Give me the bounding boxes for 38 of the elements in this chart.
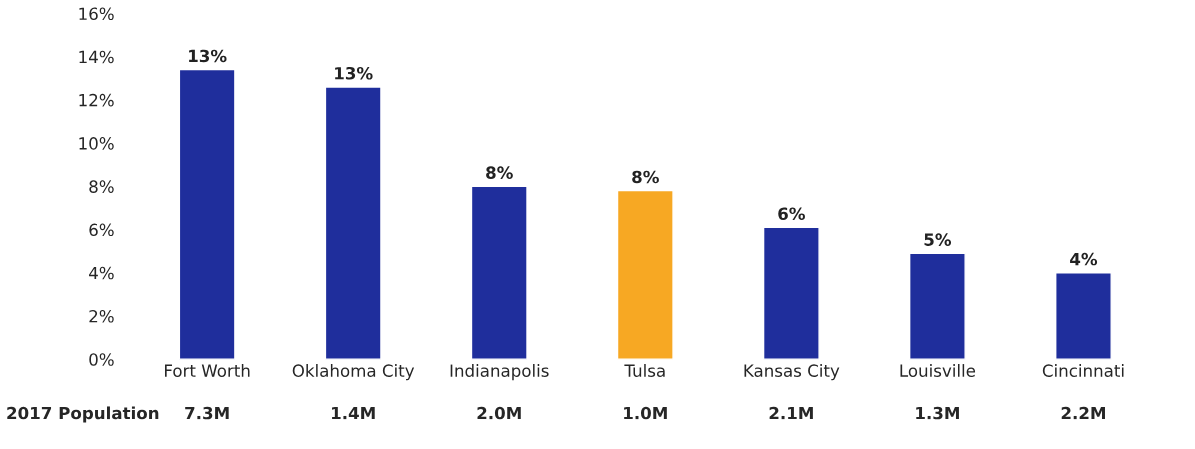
x-tick-label: Louisville	[900, 364, 976, 377]
x-tick-label: Cincinnati	[1042, 364, 1124, 377]
data-label: 5%	[924, 233, 952, 246]
x-tick-label: Kansas City	[744, 364, 840, 381]
bar	[762, 226, 820, 360]
text: 1.3M	[916, 406, 959, 420]
y-tick-label: 4%	[89, 266, 114, 280]
y-tick-label: 0%	[89, 353, 114, 366]
text: 2.0M	[477, 406, 521, 420]
data-label: 6%	[778, 207, 805, 220]
bar	[616, 189, 674, 360]
text: 2.2M	[1061, 406, 1105, 420]
text: 2.1M	[769, 406, 813, 420]
y-tick-label: 12%	[79, 93, 114, 107]
data-label: 4%	[1070, 252, 1098, 266]
y-tick-label: 10%	[79, 137, 114, 150]
bar	[178, 68, 236, 360]
text: 1.0M	[624, 406, 667, 420]
data-label: 13%	[189, 49, 227, 63]
data-label: 13%	[335, 66, 373, 80]
x-tick-label: Indianapolis	[450, 364, 549, 381]
text: 2017 Population	[7, 406, 159, 423]
y-tick-label: 2%	[89, 309, 114, 323]
x-tick-label: Oklahoma City	[292, 364, 415, 381]
y-tick-label: 14%	[79, 50, 114, 64]
bar	[324, 86, 382, 360]
y-tick-label: 8%	[89, 180, 114, 193]
x-tick-label: Fort Worth	[165, 364, 250, 377]
text: 7.3M	[185, 406, 229, 420]
bar	[908, 252, 966, 360]
bar	[1055, 272, 1112, 360]
x-tick-label: Tulsa	[624, 364, 665, 377]
y-tick-label: 6%	[89, 223, 114, 237]
y-tick-label: 16%	[79, 7, 114, 21]
data-label: 8%	[486, 166, 513, 179]
bar	[470, 185, 528, 360]
text: 1.4M	[332, 406, 375, 420]
data-label: 8%	[632, 170, 659, 184]
